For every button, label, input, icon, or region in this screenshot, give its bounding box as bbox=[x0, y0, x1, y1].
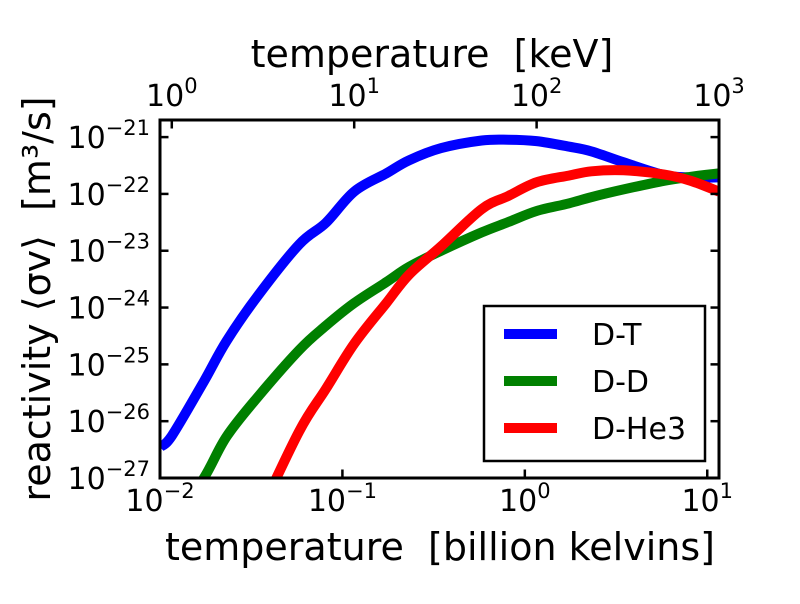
legend: D-T D-D D-He3 bbox=[482, 304, 707, 463]
x-tick-label-bottom: 101 bbox=[681, 479, 733, 519]
x-tick-label-top: 101 bbox=[328, 74, 380, 114]
x-tick-label-bottom: 10−1 bbox=[308, 479, 377, 519]
x-tick-label-top: 102 bbox=[511, 74, 563, 114]
legend-label-D-D: D-D bbox=[592, 365, 649, 400]
y-tick-label: 10−21 bbox=[67, 116, 150, 156]
x-tick-label-top: 100 bbox=[146, 74, 198, 114]
y-tick-label: 10−26 bbox=[67, 400, 150, 440]
y-tick-label: 10−23 bbox=[67, 230, 150, 270]
curves-layer bbox=[158, 134, 721, 480]
axis-ticks bbox=[158, 120, 721, 480]
y-tick-label: 10−22 bbox=[67, 173, 150, 213]
legend-label-D-T: D-T bbox=[592, 318, 642, 353]
left-axis-title: reactivity ⟨σv⟩ [m³/s] bbox=[15, 96, 59, 501]
top-axis-title: temperature [keV] bbox=[251, 32, 614, 76]
x-tick-label-bottom: 10−2 bbox=[125, 479, 194, 519]
x-tick-label-top: 103 bbox=[693, 74, 745, 114]
y-tick-label: 10−25 bbox=[67, 343, 150, 383]
x-tick-label-bottom: 100 bbox=[499, 479, 551, 519]
curve-D-He3 bbox=[270, 165, 721, 480]
y-tick-label: 10−24 bbox=[67, 287, 150, 327]
plot-frame bbox=[158, 118, 721, 480]
curve-D-T bbox=[158, 134, 720, 452]
bottom-axis-title: temperature [billion kelvins] bbox=[165, 525, 715, 569]
legend-label-D-He3: D-He3 bbox=[592, 412, 686, 447]
